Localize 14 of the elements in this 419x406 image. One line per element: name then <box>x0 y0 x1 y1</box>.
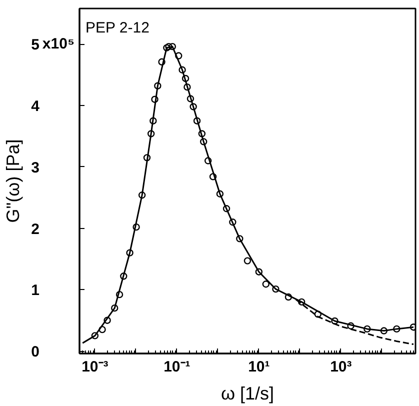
x-axis-title: ω [1/s] <box>220 384 274 404</box>
x-tick-label: 10⁻¹ <box>164 358 190 376</box>
y-tick-label: 3 <box>31 159 40 176</box>
x-tick-label: 10⁻³ <box>82 358 108 376</box>
x-tick-label: 10¹ <box>248 358 270 376</box>
annotation: PEP 2-12 <box>86 20 150 36</box>
text: x10⁵ <box>42 36 75 53</box>
y-axis-title: G"(ω) [Pa] <box>3 139 24 223</box>
y-tick-label: 5 <box>31 36 40 54</box>
y-tick-label: 0 <box>31 344 40 361</box>
y-tick-label: 2 <box>31 220 40 238</box>
y-tick-label: 1 <box>31 282 40 300</box>
x-tick-label: 10³ <box>330 358 352 376</box>
y-tick-label: 4 <box>31 98 40 115</box>
